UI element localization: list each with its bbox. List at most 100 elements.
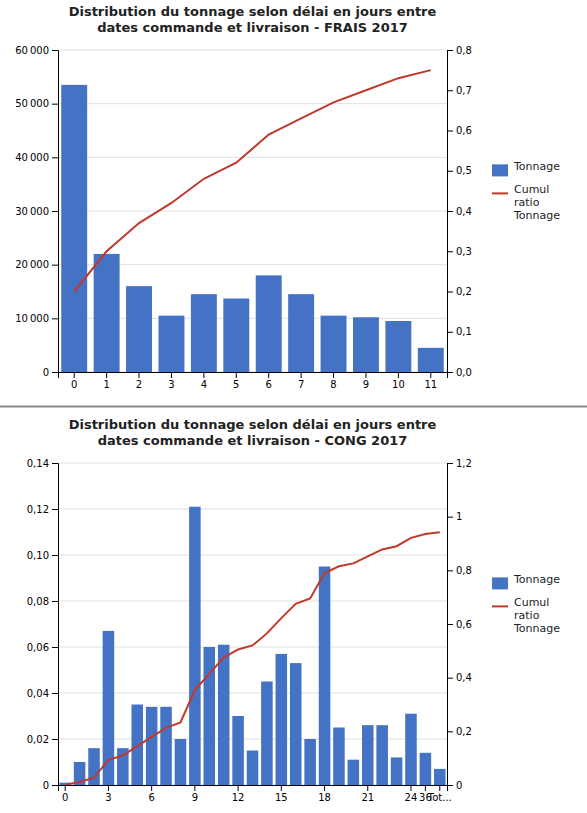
tick-label: 11 (424, 379, 437, 390)
tick-mark (65, 785, 66, 791)
tick: 0,7 (447, 85, 472, 96)
y-axis: 010 00020 00030 00040 00050 00060 000 (15, 45, 58, 378)
tick-mark (447, 372, 453, 373)
bar (405, 714, 417, 785)
axis-domain (448, 51, 454, 373)
marks (59, 507, 445, 785)
tick-label: 9 (363, 379, 369, 390)
tick: 0,10 (27, 550, 58, 561)
tick-mark (447, 332, 453, 333)
tick-mark (52, 509, 58, 510)
tick: 0,14 (27, 458, 58, 469)
tick: 1 (103, 372, 109, 390)
tick-mark (139, 372, 140, 378)
tick-label: 0 (43, 780, 49, 791)
separator (0, 406, 587, 408)
tick: 0,0 (447, 367, 472, 378)
tick: 0,04 (27, 688, 58, 699)
tick-mark (52, 555, 58, 556)
tick-label: 0,0 (456, 367, 472, 378)
legend-label: Tonnage (513, 573, 560, 586)
y2-axis: 0,00,10,20,30,40,50,60,70,8 (447, 45, 472, 378)
tick-mark (171, 372, 172, 378)
bar (191, 294, 217, 372)
tick-mark (194, 785, 195, 791)
grid-line (58, 211, 447, 212)
grid (58, 50, 447, 372)
tick: 24 (405, 785, 418, 803)
legend-label: Tonnage (513, 160, 560, 173)
tick-label: 60 000 (15, 45, 49, 56)
marks (61, 70, 444, 372)
tick: 0 (43, 780, 58, 791)
bar (348, 760, 360, 785)
tick-label: 0,8 (456, 45, 472, 56)
grid-line (58, 50, 447, 51)
bar (175, 739, 187, 785)
tick-label: 0,08 (27, 596, 49, 607)
tick-mark (447, 251, 453, 252)
axis-domain (59, 786, 448, 792)
tick-label: 2 (136, 379, 142, 390)
tick: 0,12 (27, 504, 58, 515)
bar (131, 705, 143, 786)
y2-axis: 00,20,40,60,811,2 (447, 458, 472, 791)
grid-line (58, 601, 447, 602)
bar (94, 254, 120, 372)
bar (103, 631, 115, 785)
tick: 20 000 (15, 259, 58, 270)
tick-mark (52, 157, 58, 158)
tick-label: 6 (266, 379, 272, 390)
tick-mark (447, 211, 453, 212)
tick-label: 0,6 (456, 125, 472, 136)
tick-mark (52, 50, 58, 51)
tick: 7 (298, 372, 304, 390)
tick-mark (52, 265, 58, 266)
tick-mark (447, 785, 453, 786)
tick: 6 (148, 785, 154, 803)
tick-label: 0,06 (27, 642, 49, 653)
tick-mark (447, 131, 453, 132)
tick: 0,08 (27, 596, 58, 607)
tick-label: 10 (392, 379, 405, 390)
tick-mark (324, 785, 325, 791)
bar (353, 317, 379, 372)
axis-domain (59, 373, 448, 379)
legend-label: CumulratioTonnage (513, 596, 560, 635)
tick-label: 0,4 (456, 206, 472, 217)
legend-swatch (492, 577, 508, 589)
tick: 0,4 (447, 672, 472, 683)
legend-item: Tonnage (492, 573, 560, 589)
grid-line (58, 693, 447, 694)
tick-mark (52, 739, 58, 740)
tick-label: 21 (361, 792, 374, 803)
tick: 0,6 (447, 125, 472, 136)
bar (420, 753, 432, 785)
bar (218, 645, 230, 785)
tick-label: 50 000 (15, 98, 49, 109)
bar (276, 654, 288, 785)
grid-line (58, 463, 447, 464)
bar-series (61, 85, 444, 372)
tick-label: 0,8 (456, 565, 472, 576)
tick-mark (52, 318, 58, 319)
tick: 0,1 (447, 326, 472, 337)
legend-swatch (492, 164, 508, 176)
tick-label: 9 (192, 792, 198, 803)
tick: 2 (136, 372, 142, 390)
bar (232, 716, 244, 785)
tick-mark (447, 731, 453, 732)
tick-mark (439, 785, 440, 791)
tick-mark (74, 372, 75, 378)
figure: 01234567891011010 00020 00030 00040 0005… (0, 0, 587, 813)
tick-label: 0,4 (456, 672, 472, 683)
tick: 12 (232, 785, 245, 803)
title: Distribution du tonnage selon délai en j… (69, 417, 437, 448)
tick: 50 000 (15, 98, 58, 109)
line (65, 532, 440, 785)
tick: 0,6 (447, 619, 472, 630)
tick-mark (106, 372, 107, 378)
tick-mark (365, 372, 366, 378)
tick-label: 0,02 (27, 734, 49, 745)
bar (385, 321, 411, 372)
